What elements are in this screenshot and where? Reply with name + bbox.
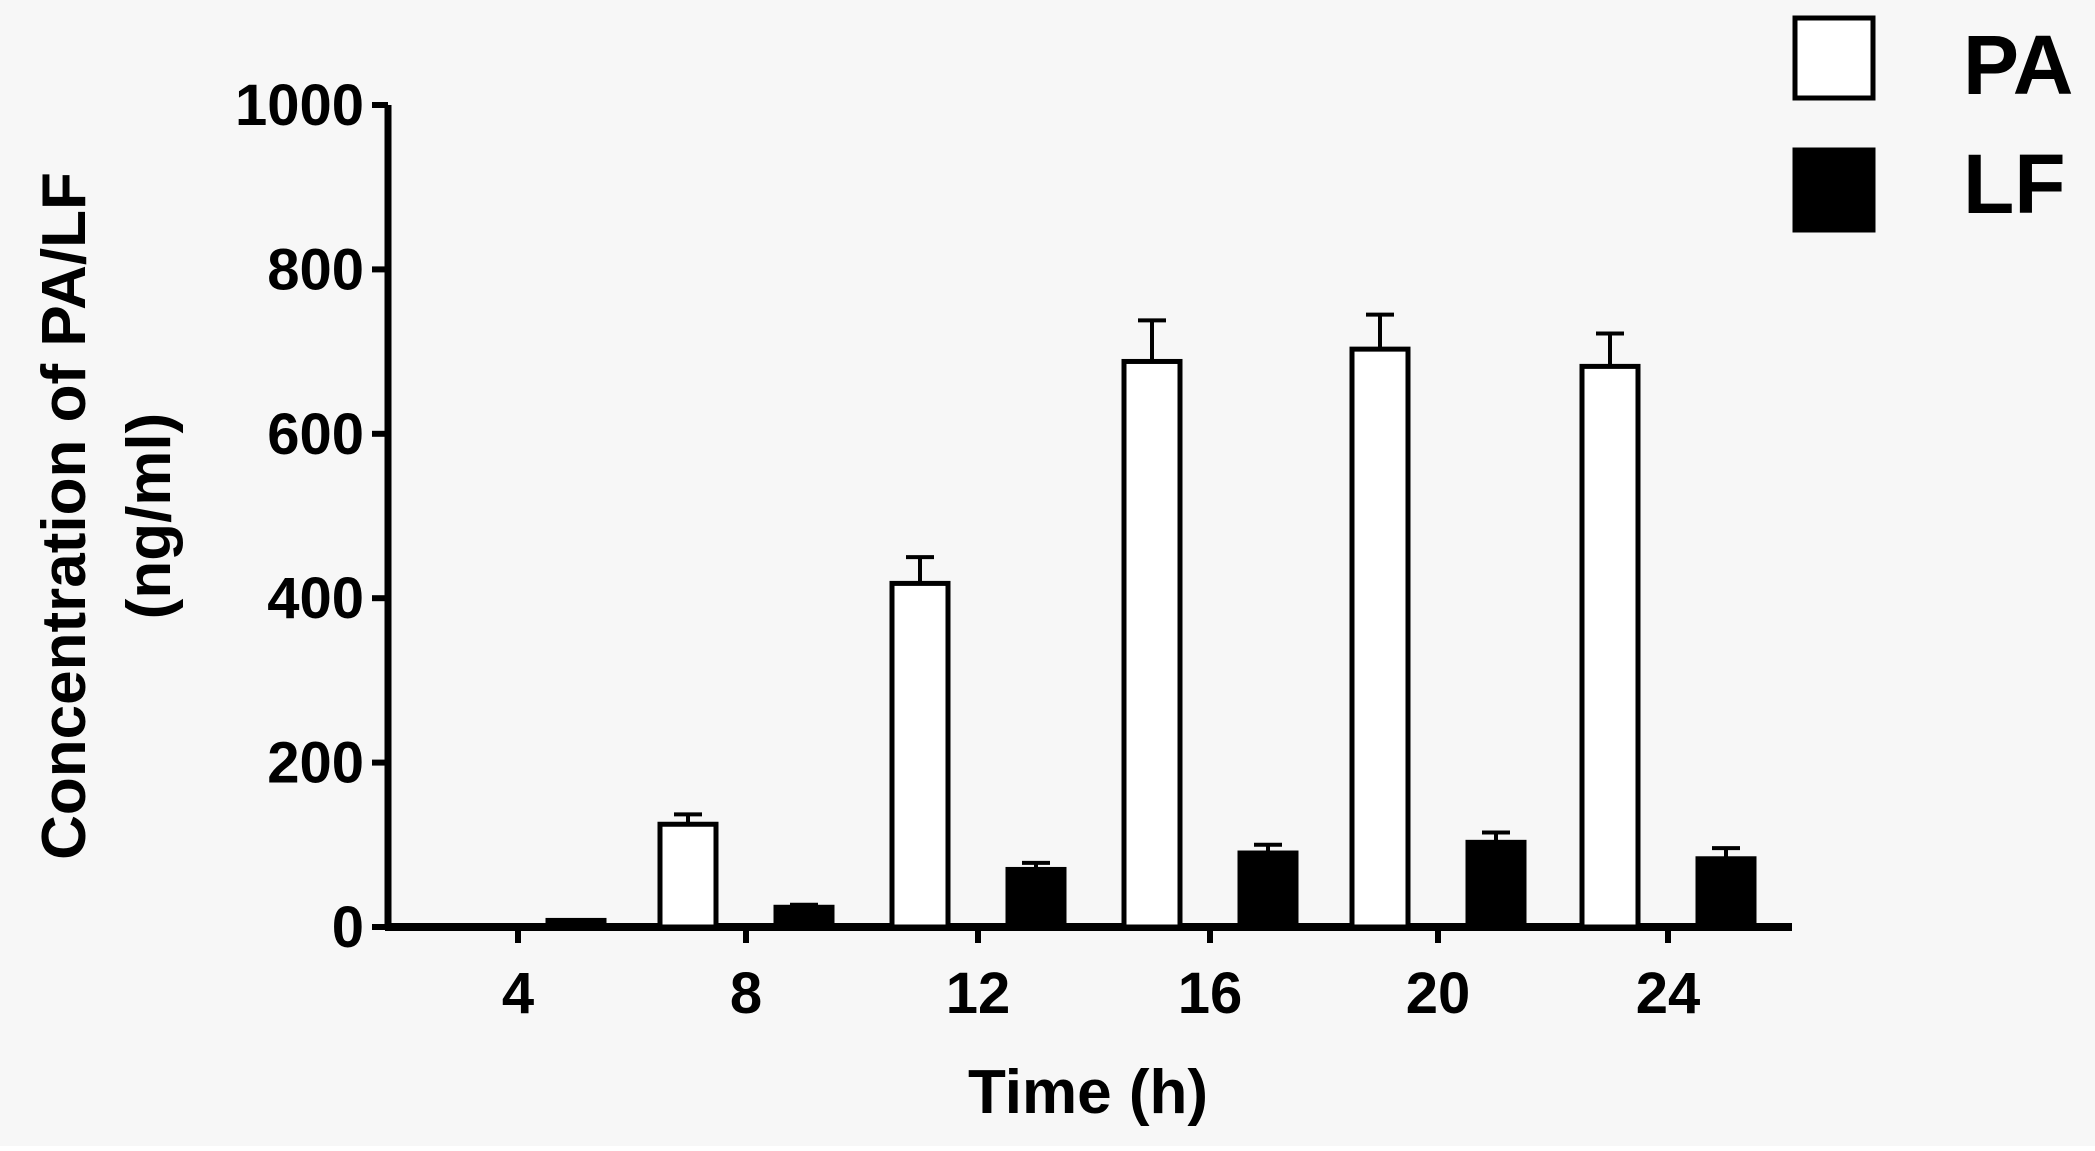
- x-tick-label: 4: [502, 961, 534, 1026]
- y-axis-label-line: Concentration of PA/LF: [30, 172, 99, 860]
- x-tick-label: 24: [1636, 961, 1701, 1026]
- y-axis-label: Concentration of PA/LF (ng/ml): [30, 172, 184, 860]
- y-tick-label: 200: [267, 731, 364, 796]
- tick-labels: 0 200 400 600 800 1000 4 8 12 16 20 24: [235, 73, 1700, 1026]
- legend-swatch-lf: [1792, 147, 1876, 233]
- bar-lf: [1005, 866, 1067, 930]
- legend-swatch-pa: [1792, 15, 1876, 101]
- axes: [372, 102, 1792, 943]
- x-axis-label: Time (h): [968, 1058, 1208, 1127]
- y-tick-label: 800: [267, 237, 364, 302]
- y-axis-label-line: (ng/ml): [115, 413, 184, 620]
- bar-lf: [545, 917, 607, 930]
- bar-pa: [1121, 358, 1183, 930]
- bar-lf: [1465, 839, 1527, 930]
- x-tick-label: 16: [1178, 961, 1243, 1026]
- bar-pa: [1349, 346, 1411, 930]
- bar-lf: [1237, 850, 1299, 930]
- x-tick-label: 8: [730, 961, 762, 1026]
- legend-label-pa: PA: [1963, 18, 2073, 112]
- bar-pa: [657, 821, 719, 930]
- bar-lf: [1695, 856, 1757, 930]
- bar-pa: [889, 580, 951, 930]
- legend-label-lf: LF: [1963, 137, 2066, 231]
- bar-pa: [1579, 363, 1641, 930]
- y-tick-label: 0: [332, 895, 364, 960]
- x-tick-label: 12: [946, 961, 1011, 1026]
- y-tick-label: 600: [267, 402, 364, 467]
- legend: PA LF: [1792, 15, 2073, 233]
- y-tick-label: 1000: [235, 73, 364, 138]
- bar-lf: [773, 904, 835, 930]
- bars: [545, 312, 1757, 930]
- x-tick-label: 20: [1406, 961, 1471, 1026]
- y-tick-label: 400: [267, 566, 364, 631]
